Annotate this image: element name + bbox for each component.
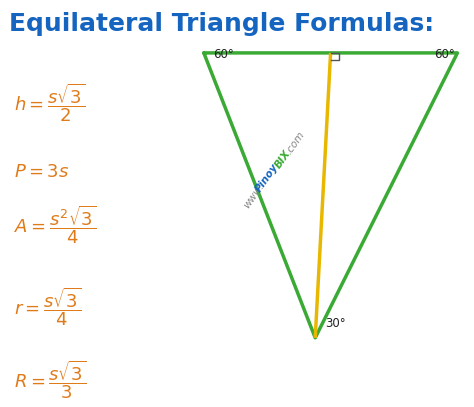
Text: $r = \dfrac{s\sqrt{3}}{4}$: $r = \dfrac{s\sqrt{3}}{4}$ <box>14 285 82 328</box>
Text: $R = \dfrac{s\sqrt{3}}{3}$: $R = \dfrac{s\sqrt{3}}{3}$ <box>14 358 87 401</box>
Text: $A = \dfrac{s^2\sqrt{3}}{4}$: $A = \dfrac{s^2\sqrt{3}}{4}$ <box>14 204 97 246</box>
Text: Pinoy: Pinoy <box>254 162 280 195</box>
Text: Equilateral Triangle Formulas:: Equilateral Triangle Formulas: <box>9 12 435 36</box>
Text: $h = \dfrac{s\sqrt{3}}{2}$: $h = \dfrac{s\sqrt{3}}{2}$ <box>14 81 85 124</box>
Text: 60°: 60° <box>213 48 234 61</box>
Text: 30°: 30° <box>325 317 346 330</box>
Text: 60°: 60° <box>434 48 455 61</box>
Text: $P = 3s$: $P = 3s$ <box>14 163 70 181</box>
Text: BIX: BIX <box>273 148 293 170</box>
Text: .com: .com <box>284 130 307 157</box>
Text: www.: www. <box>241 181 266 210</box>
